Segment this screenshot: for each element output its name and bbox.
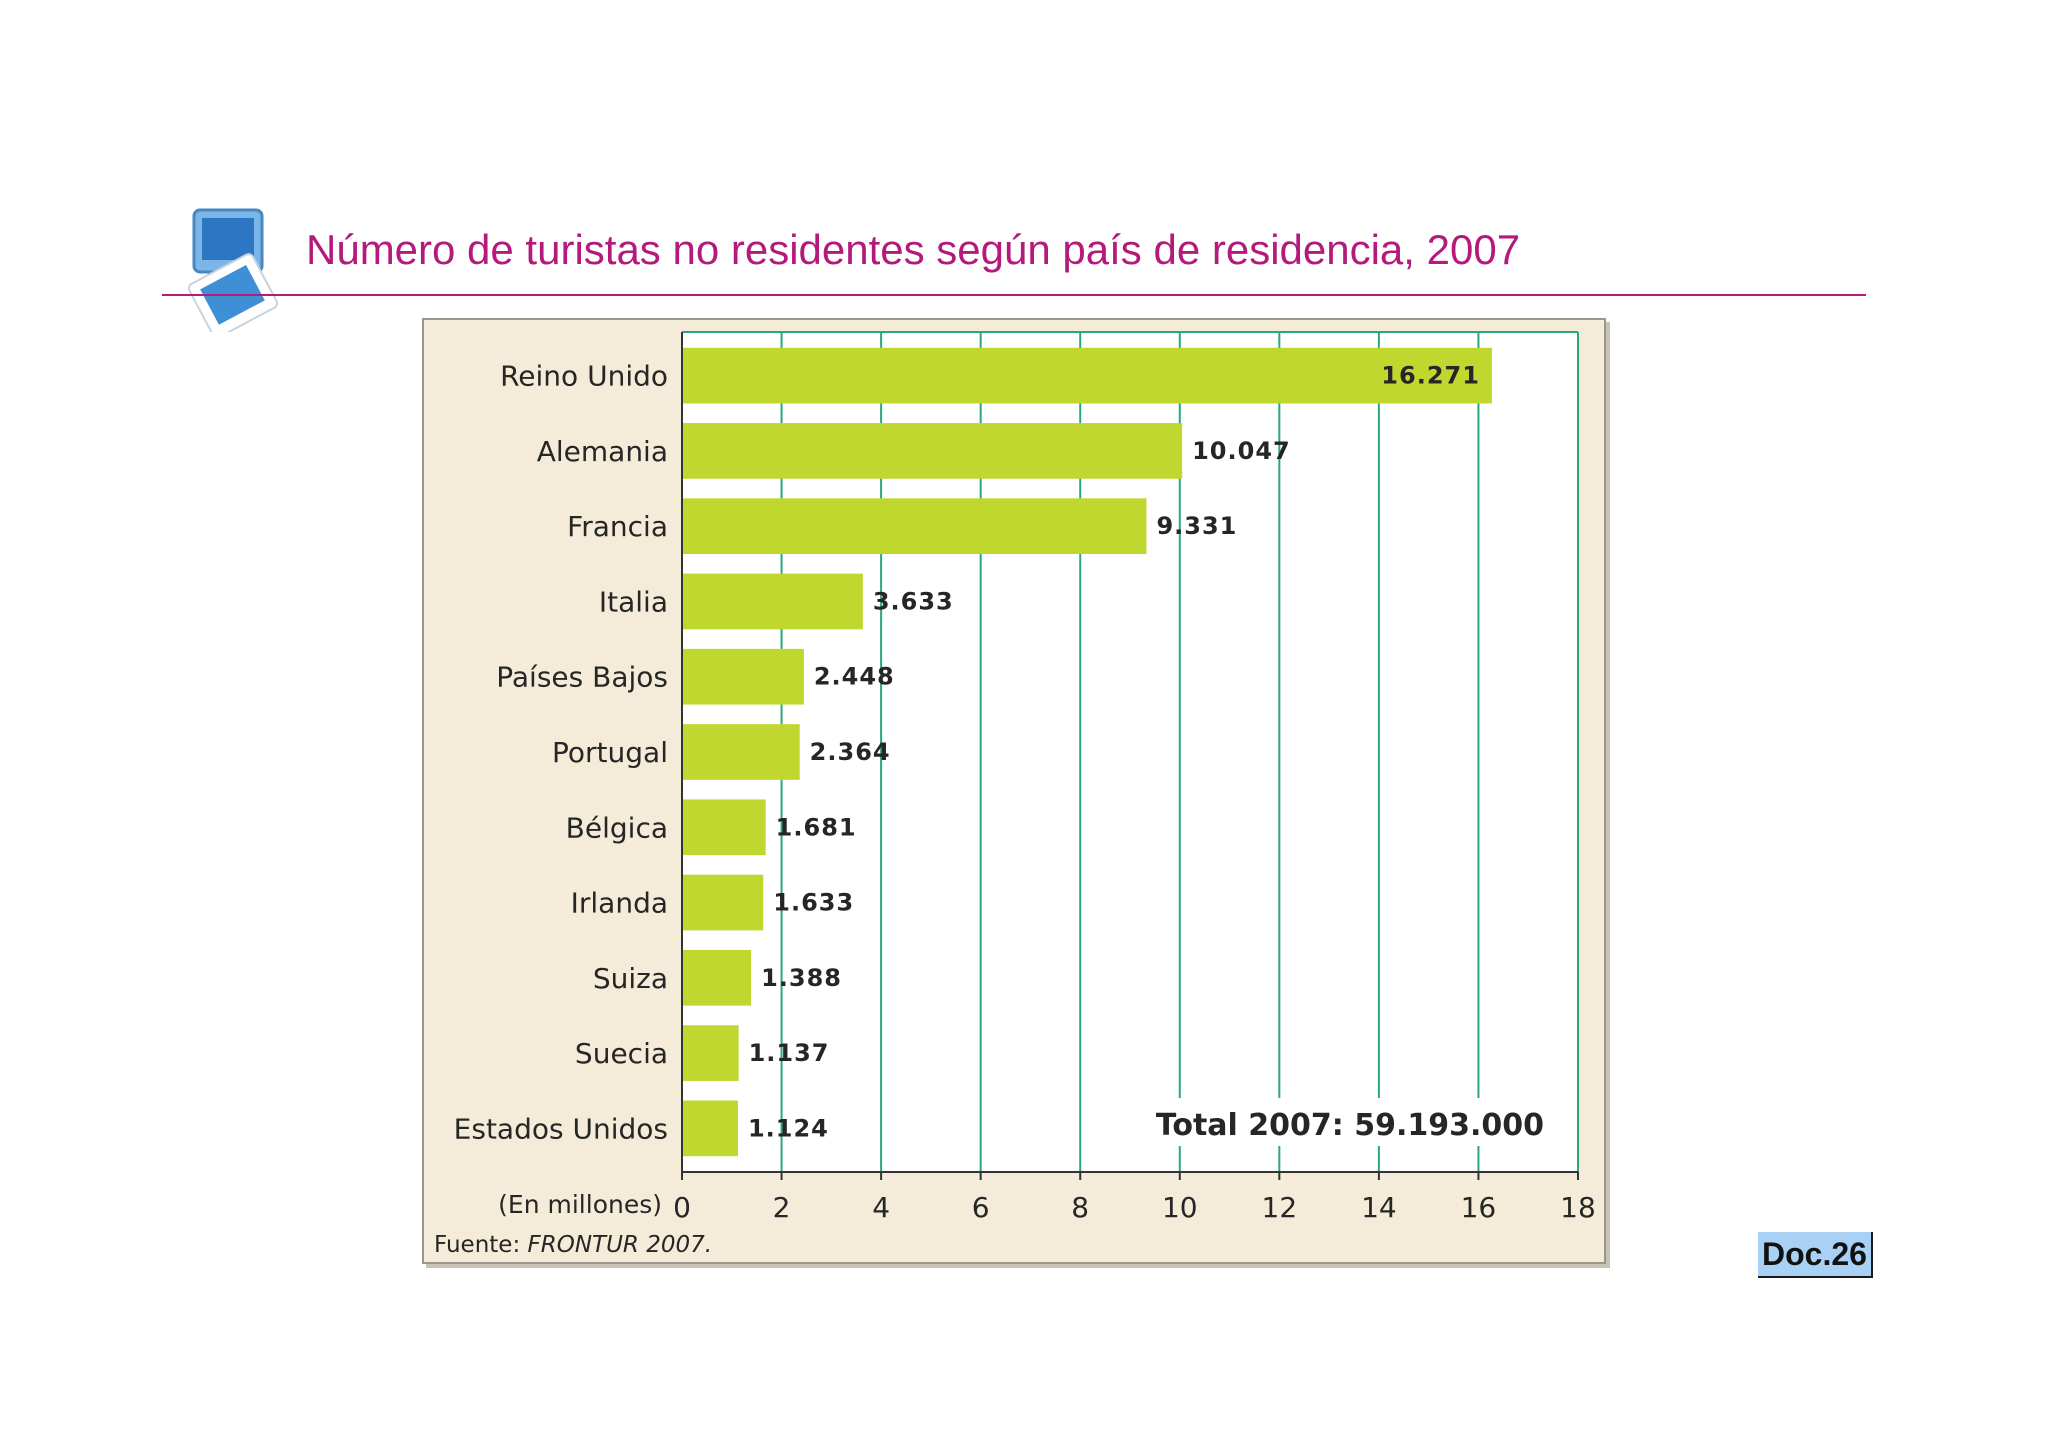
doc-badge: Doc.26 bbox=[1758, 1232, 1873, 1278]
slide-title: Número de turistas no residentes según p… bbox=[306, 226, 1521, 273]
bar bbox=[683, 347, 1492, 404]
bar bbox=[683, 573, 863, 630]
x-axis-unit-label: (En millones) bbox=[498, 1190, 662, 1219]
bar-value-label: 10.047 bbox=[1192, 437, 1291, 465]
bar-value-label: 1.388 bbox=[761, 964, 842, 992]
category-label: Reino Unido bbox=[500, 360, 668, 393]
bar-value-label: 1.124 bbox=[748, 1114, 829, 1142]
category-label: Países Bajos bbox=[496, 661, 668, 694]
x-tick-label: 8 bbox=[1071, 1191, 1089, 1224]
category-label: Irlanda bbox=[571, 887, 668, 920]
category-label: Francia bbox=[567, 510, 668, 543]
total-annotation: Total 2007: 59.193.000 bbox=[1156, 1108, 1544, 1143]
x-tick-label: 14 bbox=[1361, 1191, 1397, 1224]
x-tick-label: 12 bbox=[1262, 1191, 1298, 1224]
bars bbox=[683, 347, 1492, 1157]
bar-chart: Reino Unido Alemania Francia Italia Países B… bbox=[434, 331, 1596, 1258]
bar bbox=[683, 724, 800, 780]
chart-panel: Reino Unido Alemania Francia Italia Países B… bbox=[422, 318, 1606, 1264]
x-tick-label: 18 bbox=[1560, 1191, 1596, 1224]
bar bbox=[683, 799, 766, 856]
bar-value-label: 2.448 bbox=[814, 663, 895, 691]
category-label: Bélgica bbox=[566, 811, 668, 844]
bar bbox=[683, 423, 1183, 479]
bar-value-label: 16.271 bbox=[1381, 362, 1480, 390]
category-label: Portugal bbox=[552, 736, 668, 769]
category-label: Italia bbox=[599, 585, 668, 618]
bar-value-label: 1.137 bbox=[749, 1039, 830, 1067]
bar bbox=[683, 949, 752, 1006]
bar-value-label: 1.681 bbox=[776, 813, 857, 841]
category-label: Suiza bbox=[593, 962, 668, 995]
source-name: FRONTUR 2007. bbox=[528, 1232, 713, 1258]
bar-value-label: 9.331 bbox=[1156, 512, 1237, 540]
bar bbox=[683, 874, 764, 931]
category-label: Alemania bbox=[537, 435, 668, 468]
bar bbox=[683, 498, 1147, 555]
value-labels: 16.271 10.047 9.331 3.633 2.448 2.364 1.681 1.6… bbox=[748, 362, 1480, 1143]
x-tick-label: 16 bbox=[1461, 1191, 1497, 1224]
x-tick-label: 0 bbox=[673, 1191, 691, 1224]
bar bbox=[683, 648, 804, 705]
bar bbox=[683, 1025, 739, 1081]
category-labels: Reino Unido Alemania Francia Italia Países B… bbox=[454, 360, 668, 1146]
category-label: Suecia bbox=[575, 1037, 668, 1070]
bar-value-label: 1.633 bbox=[773, 889, 854, 917]
bar-value-label: 2.364 bbox=[810, 738, 891, 766]
x-tick-label: 4 bbox=[872, 1191, 890, 1224]
bar bbox=[683, 1100, 738, 1157]
x-tick-label: 2 bbox=[773, 1191, 791, 1224]
x-tick-label: 10 bbox=[1162, 1191, 1198, 1224]
source-note: Fuente: FRONTUR 2007. bbox=[434, 1232, 712, 1258]
title-divider bbox=[162, 294, 1866, 296]
total-label-background bbox=[1164, 1098, 1544, 1146]
x-tick-label: 6 bbox=[972, 1191, 990, 1224]
monitor-icon bbox=[188, 208, 278, 332]
bar-value-label: 3.633 bbox=[873, 587, 954, 615]
source-prefix: Fuente: bbox=[434, 1232, 528, 1258]
category-label: Estados Unidos bbox=[454, 1112, 668, 1145]
x-axis: 0 2 4 6 8 10 12 14 16 18 bbox=[673, 332, 1596, 1224]
